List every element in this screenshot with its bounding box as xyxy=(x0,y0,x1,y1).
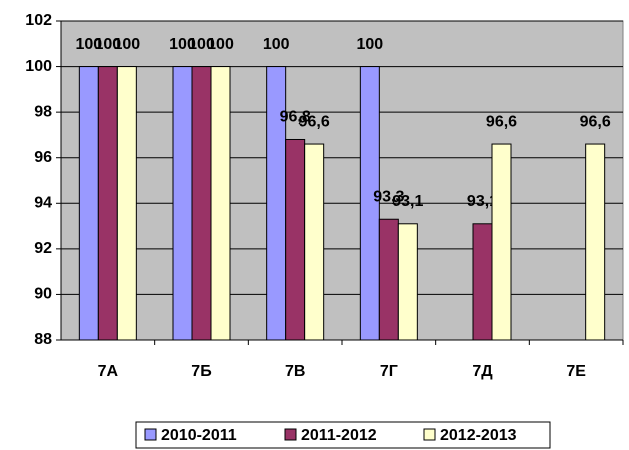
data-label: 100 xyxy=(188,36,215,53)
bar xyxy=(585,143,606,341)
data-label: 93,3 xyxy=(373,188,404,205)
data-label: 96,6 xyxy=(486,113,517,130)
data-label: 100 xyxy=(75,36,102,53)
bar xyxy=(78,66,99,341)
x-tick-label: 7Б xyxy=(191,363,211,380)
data-label: 100 xyxy=(263,36,290,53)
bar xyxy=(191,66,212,341)
bar xyxy=(491,143,512,341)
legend-label: 2011-2012 xyxy=(301,427,377,444)
y-tick-label: 102 xyxy=(25,12,52,29)
legend-swatch xyxy=(144,428,157,441)
bar xyxy=(285,138,306,341)
bar xyxy=(172,66,193,341)
bar xyxy=(304,143,325,341)
data-label: 100 xyxy=(169,36,196,53)
data-label: 96,6 xyxy=(580,113,611,130)
bar xyxy=(97,66,118,341)
y-tick-label: 98 xyxy=(34,103,52,120)
data-label: 96,8 xyxy=(280,109,311,126)
data-label: 100 xyxy=(356,36,383,53)
x-tick-label: 7Д xyxy=(472,363,493,380)
plot-area xyxy=(60,20,624,341)
y-tick-label: 94 xyxy=(34,195,52,212)
y-tick-label: 90 xyxy=(34,286,52,303)
legend-swatch xyxy=(284,428,297,441)
data-label: 100 xyxy=(94,36,121,53)
data-label: 96,6 xyxy=(299,113,330,130)
x-tick-label: 7Е xyxy=(566,363,586,380)
bar xyxy=(472,223,493,341)
legend-box xyxy=(135,421,551,449)
data-label: 100 xyxy=(113,36,140,53)
data-label: 100 xyxy=(207,36,234,53)
legend-swatch xyxy=(423,428,436,441)
bar xyxy=(210,66,231,341)
y-tick-label: 96 xyxy=(34,149,52,166)
y-tick-label: 88 xyxy=(34,331,52,348)
legend-label: 2012-2013 xyxy=(440,427,517,444)
bar xyxy=(116,66,137,341)
x-tick-label: 7А xyxy=(98,363,119,380)
bar xyxy=(266,66,287,341)
bar xyxy=(359,66,380,341)
legend-label: 2010-2011 xyxy=(161,427,237,444)
data-label: 93,1 xyxy=(467,193,498,210)
y-tick-label: 100 xyxy=(25,58,52,75)
x-tick-label: 7Г xyxy=(380,363,398,380)
x-tick-label: 7В xyxy=(285,363,305,380)
data-label: 93,1 xyxy=(392,193,423,210)
bar xyxy=(378,218,399,341)
bar xyxy=(397,223,418,341)
y-tick-label: 92 xyxy=(34,240,52,257)
